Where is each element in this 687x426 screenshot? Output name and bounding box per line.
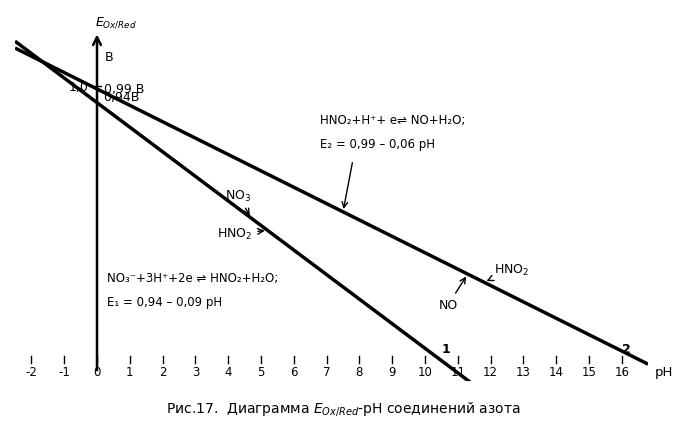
Text: E₂ = 0,99 – 0,06 pH: E₂ = 0,99 – 0,06 pH [320,138,435,151]
Text: 7: 7 [323,366,330,378]
Text: 4: 4 [225,366,232,378]
Text: NO₃⁻+3H⁺+2e ⇌ HNO₂+H₂O;: NO₃⁻+3H⁺+2e ⇌ HNO₂+H₂O; [107,271,278,284]
Text: 1: 1 [442,343,450,355]
Text: E₁ = 0,94 – 0,09 pH: E₁ = 0,94 – 0,09 pH [107,296,222,309]
Text: HNO$_2$: HNO$_2$ [217,227,263,242]
Text: 15: 15 [582,366,596,378]
Text: -1: -1 [58,366,70,378]
Text: pH: pH [655,366,673,378]
Text: 16: 16 [614,366,629,378]
Text: В: В [105,51,114,63]
Text: 10: 10 [418,366,433,378]
Text: 2: 2 [622,343,631,355]
Text: 0,99 В: 0,99 В [104,83,144,96]
Text: NO: NO [438,278,465,311]
Text: 0: 0 [93,366,101,378]
Text: 0,94В: 0,94В [104,90,140,104]
Text: HNO$_2$: HNO$_2$ [488,262,529,281]
Text: NO$_3$: NO$_3$ [225,188,251,215]
Text: 5: 5 [258,366,264,378]
Text: Рис.17.  Диаграмма $E_{Ox/Red}$-pH соединений азота: Рис.17. Диаграмма $E_{Ox/Red}$-pH соедин… [166,400,521,417]
Text: 14: 14 [549,366,564,378]
Text: 1,0: 1,0 [69,81,89,94]
Text: 9: 9 [388,366,396,378]
Text: 1: 1 [126,366,133,378]
Text: 8: 8 [356,366,363,378]
Text: 6: 6 [290,366,297,378]
Text: HNO₂+H⁺+ e⇌ NO+H₂O;: HNO₂+H⁺+ e⇌ NO+H₂O; [320,113,466,126]
Text: 3: 3 [192,366,199,378]
Text: $E_{Ox/Red}$: $E_{Ox/Red}$ [95,15,137,30]
Text: 11: 11 [451,366,465,378]
Text: 13: 13 [516,366,531,378]
Text: 2: 2 [159,366,166,378]
Text: 12: 12 [483,366,498,378]
Text: -2: -2 [25,366,37,378]
